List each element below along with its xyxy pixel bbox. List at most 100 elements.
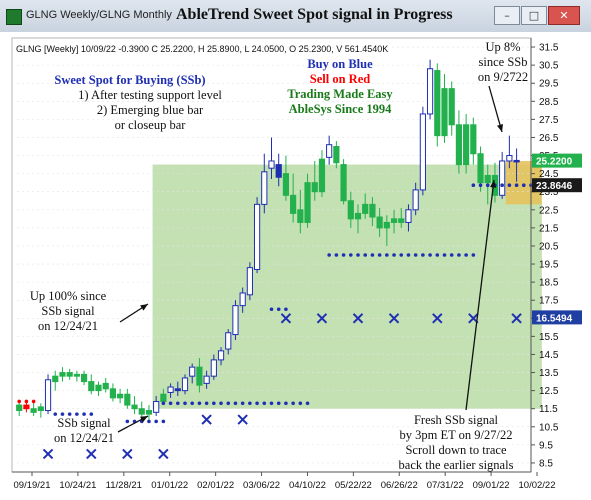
candle bbox=[232, 300, 239, 340]
candle-body bbox=[326, 144, 333, 158]
candle-body bbox=[362, 203, 369, 214]
candle-body bbox=[426, 68, 434, 115]
x-tick-label: 02/01/22 bbox=[197, 480, 234, 491]
x-tick-label: 07/31/22 bbox=[427, 480, 464, 491]
candle-body bbox=[354, 212, 362, 220]
candle-body bbox=[117, 393, 124, 399]
candle bbox=[109, 383, 117, 402]
y-tick-label: 11.5 bbox=[539, 404, 558, 415]
support-dot bbox=[291, 401, 295, 406]
support-dot bbox=[197, 401, 202, 406]
sweet-spot-line: 2) Emerging blue bar bbox=[97, 103, 204, 117]
support-dot bbox=[154, 419, 158, 424]
support-dot bbox=[464, 253, 468, 257]
support-dot bbox=[363, 253, 368, 257]
up8-line: on 9/2722 bbox=[478, 70, 528, 84]
ssb-signal-line: on 12/24/21 bbox=[54, 431, 114, 445]
maximize-button[interactable]: □ bbox=[521, 6, 547, 25]
candle bbox=[66, 368, 73, 380]
support-dot bbox=[67, 412, 72, 416]
candle bbox=[30, 401, 37, 416]
price-tag bbox=[532, 178, 582, 193]
y-tick-label: 18.5 bbox=[539, 278, 559, 289]
up8-arrow-head bbox=[496, 124, 503, 132]
x-tick-label: 01/01/22 bbox=[151, 480, 188, 491]
support-dot bbox=[168, 401, 173, 406]
fresh-signal-arrow-shaft bbox=[465, 179, 495, 411]
candle-body bbox=[340, 164, 347, 202]
candle bbox=[203, 370, 210, 389]
candle-body bbox=[30, 408, 37, 413]
candle-body bbox=[268, 160, 275, 169]
candle-body bbox=[59, 372, 66, 377]
candle bbox=[290, 173, 297, 223]
candle bbox=[513, 148, 520, 182]
support-dot bbox=[413, 253, 418, 257]
candle bbox=[419, 106, 426, 196]
support-dot bbox=[327, 253, 331, 257]
price-chart[interactable]: 31.530.529.528.527.526.525.524.523.522.5… bbox=[0, 32, 591, 500]
sweet-spot-line: or closeup bar bbox=[115, 118, 187, 132]
support-dot bbox=[183, 401, 187, 406]
candle bbox=[297, 189, 304, 234]
candle-body bbox=[232, 305, 239, 336]
candle-body bbox=[160, 393, 167, 402]
candle-body bbox=[189, 366, 196, 377]
candle bbox=[390, 209, 398, 234]
support-dot bbox=[471, 253, 476, 257]
support-dot bbox=[521, 183, 526, 187]
support-dot bbox=[500, 183, 504, 187]
candle-body bbox=[246, 267, 253, 296]
window-tab-title[interactable]: GLNG Weekly/GLNG Monthly bbox=[26, 9, 172, 21]
y-tick-label: 29.5 bbox=[539, 79, 559, 90]
support-dot bbox=[190, 401, 195, 406]
candle bbox=[174, 381, 181, 397]
candle bbox=[333, 141, 340, 169]
candle bbox=[455, 110, 463, 174]
support-dot bbox=[255, 401, 259, 406]
y-tick-label: 22.5 bbox=[539, 205, 559, 216]
x-mark-stroke bbox=[352, 313, 364, 324]
x-tick-label: 05/22/22 bbox=[335, 480, 372, 491]
candle-body bbox=[434, 70, 441, 137]
support-dot bbox=[421, 253, 425, 257]
buy-on-blue-label: Buy on Blue bbox=[307, 57, 373, 71]
support-dot bbox=[514, 183, 519, 187]
candle bbox=[167, 383, 174, 398]
candle bbox=[102, 377, 109, 393]
candle bbox=[210, 354, 217, 380]
candle bbox=[304, 173, 311, 228]
candle-body bbox=[52, 375, 59, 383]
candle bbox=[181, 374, 189, 395]
support-dot bbox=[262, 401, 267, 406]
candle bbox=[153, 396, 160, 416]
candle bbox=[506, 135, 513, 169]
x-mark bbox=[511, 313, 522, 324]
candle-body bbox=[455, 124, 463, 166]
candle-body bbox=[37, 406, 44, 412]
support-dot bbox=[356, 253, 360, 257]
y-tick-label: 10.5 bbox=[539, 422, 559, 433]
candle bbox=[131, 396, 138, 415]
candle-body bbox=[304, 182, 311, 223]
x-tick-label: 04/10/22 bbox=[289, 480, 326, 491]
candle bbox=[326, 135, 333, 165]
x-tick-label: 09/01/22 bbox=[473, 480, 510, 491]
candle bbox=[340, 159, 347, 205]
candle-body bbox=[419, 113, 426, 191]
candle-body bbox=[196, 366, 203, 386]
support-dot bbox=[125, 419, 130, 424]
support-dot bbox=[269, 401, 274, 406]
close-button[interactable]: ✕ bbox=[548, 6, 580, 25]
y-tick-label: 31.5 bbox=[539, 43, 559, 54]
support-dot bbox=[442, 253, 447, 257]
support-dot bbox=[161, 401, 166, 406]
y-tick-label: 28.5 bbox=[539, 97, 559, 108]
ssb-signal-arrow-head bbox=[140, 416, 148, 423]
minimize-button[interactable]: – bbox=[494, 6, 520, 25]
x-mark bbox=[122, 448, 133, 460]
candle-body bbox=[506, 155, 513, 162]
chart-header: GLNG [Weekly] 10/09/22 -0.3900 C 25.2200… bbox=[16, 44, 388, 54]
candle-body bbox=[73, 373, 80, 377]
candle-body bbox=[484, 174, 491, 184]
